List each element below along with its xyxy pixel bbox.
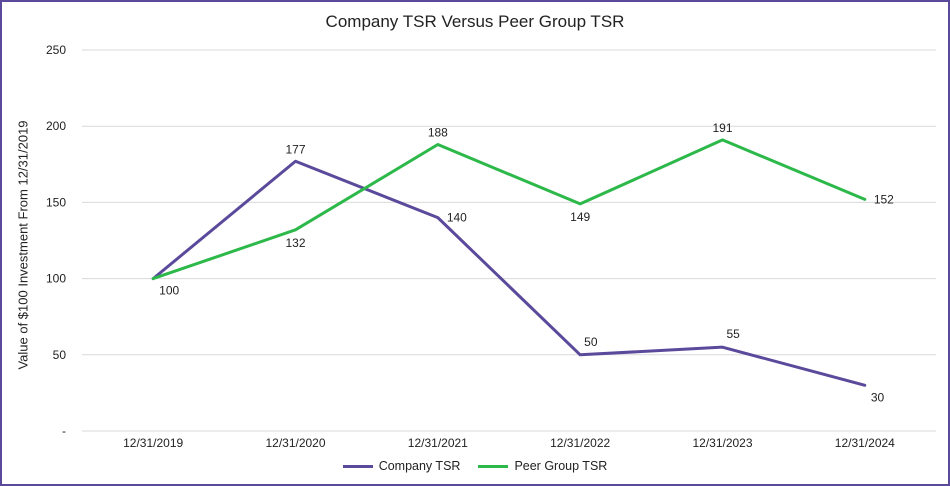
- data-label: 30: [871, 390, 885, 404]
- y-tick-label: 100: [46, 272, 66, 286]
- legend-swatch-company: [342, 464, 373, 468]
- legend-swatch-peer: [478, 464, 509, 468]
- x-tick-label: 12/31/2021: [408, 436, 468, 450]
- y-tick-label: 50: [53, 348, 67, 362]
- data-label: 177: [285, 142, 305, 156]
- legend-label-company: Company TSR: [378, 459, 461, 473]
- data-label: 188: [428, 125, 448, 139]
- y-tick-label: -: [62, 424, 66, 438]
- legend-label-peer: Peer Group TSR: [514, 459, 608, 473]
- x-tick-label: 12/31/2020: [265, 436, 325, 450]
- x-tick-label: 12/31/2024: [835, 436, 895, 450]
- legend: Company TSR Peer Group TSR: [2, 459, 948, 473]
- data-label: 50: [584, 335, 598, 349]
- data-label: 132: [285, 236, 305, 250]
- data-label: 152: [874, 192, 894, 206]
- data-label: 55: [727, 327, 741, 341]
- data-label: 149: [570, 210, 590, 224]
- y-tick-label: 250: [46, 43, 66, 57]
- x-tick-label: 12/31/2023: [692, 436, 752, 450]
- legend-item-peer: Peer Group TSR: [478, 459, 607, 473]
- y-tick-label: 150: [46, 195, 66, 209]
- data-label: 100: [159, 284, 179, 298]
- y-tick-label: 200: [46, 119, 66, 133]
- x-tick-label: 12/31/2019: [123, 436, 183, 450]
- series-line-company: [151, 159, 867, 387]
- legend-item-company: Company TSR: [342, 459, 461, 473]
- x-tick-label: 12/31/2022: [550, 436, 610, 450]
- data-label: 140: [447, 211, 467, 225]
- data-label: 191: [712, 121, 732, 135]
- chart-title: Company TSR Versus Peer Group TSR: [325, 12, 625, 31]
- series-line-peer: [151, 138, 867, 281]
